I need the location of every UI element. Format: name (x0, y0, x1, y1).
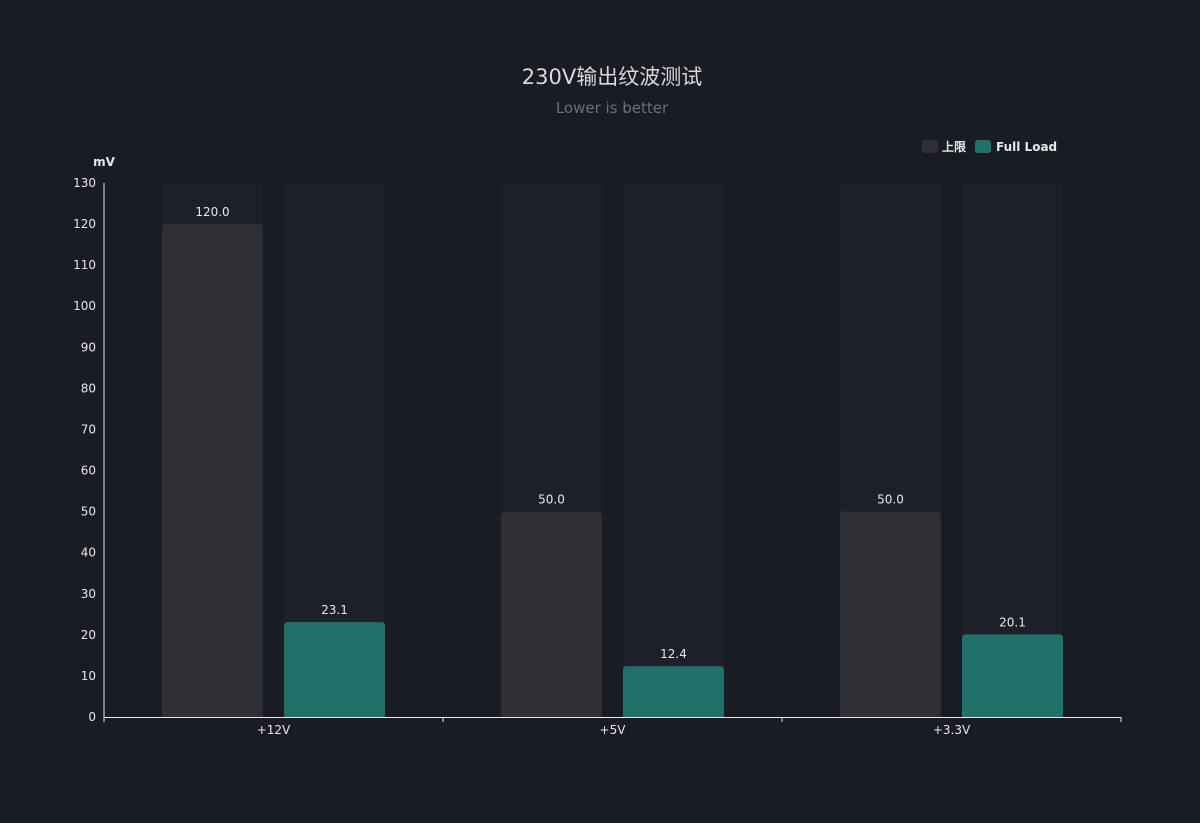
data-labels: 120.0 23.1 50.0 12.4 50.0 20.1 (195, 205, 1026, 661)
y-tick-label: 50 (81, 505, 96, 519)
data-label: 50.0 (877, 493, 904, 507)
y-tick-label: 60 (81, 464, 96, 478)
legend-label-full-load[interactable]: Full Load (996, 140, 1057, 154)
y-axis-name: mV (93, 155, 116, 169)
bar-limit[interactable] (162, 224, 263, 718)
bar-full-load[interactable] (623, 666, 724, 717)
legend-swatch-full-load[interactable] (975, 140, 991, 153)
chart-legend: 上限 Full Load (922, 139, 1057, 154)
chart-title: 230V输出纹波测试 (522, 65, 702, 89)
bar-limit[interactable] (501, 511, 602, 717)
y-tick-label: 130 (73, 176, 96, 190)
background-bar (962, 183, 1063, 717)
data-label: 20.1 (999, 615, 1026, 629)
y-tick-label: 110 (73, 258, 96, 272)
y-tick-label: 20 (81, 628, 96, 642)
y-tick-label: 120 (73, 217, 96, 231)
data-label: 12.4 (660, 647, 687, 661)
data-label: 120.0 (195, 205, 229, 219)
bar-full-load[interactable] (962, 634, 1063, 717)
legend-swatch-limit[interactable] (922, 140, 938, 153)
bar-limit[interactable] (840, 511, 941, 717)
x-tick-label: +5V (600, 723, 627, 737)
y-tick-label: 90 (81, 340, 96, 354)
background-bar (623, 183, 724, 717)
x-tick-label: +3.3V (933, 723, 971, 737)
y-tick-label: 100 (73, 299, 96, 313)
y-tick-label: 70 (81, 422, 96, 436)
data-label: 50.0 (538, 493, 565, 507)
y-tick-label: 0 (88, 710, 96, 724)
y-tick-label: 10 (81, 669, 96, 683)
background-bar (284, 183, 385, 717)
y-tick-label: 40 (81, 546, 96, 560)
chart-subtitle: Lower is better (556, 99, 669, 117)
legend-label-limit[interactable]: 上限 (942, 139, 966, 154)
x-tick-label: +12V (257, 723, 291, 737)
y-tick-label: 80 (81, 381, 96, 395)
x-axis: +12V +5V +3.3V (103, 717, 1122, 737)
y-tick-label: 30 (81, 587, 96, 601)
bar-series (162, 224, 1063, 718)
data-label: 23.1 (321, 603, 348, 617)
bar-full-load[interactable] (284, 622, 385, 717)
y-axis-ticks: 0 10 20 30 40 50 60 70 80 90 100 110 120 130 (73, 176, 105, 724)
